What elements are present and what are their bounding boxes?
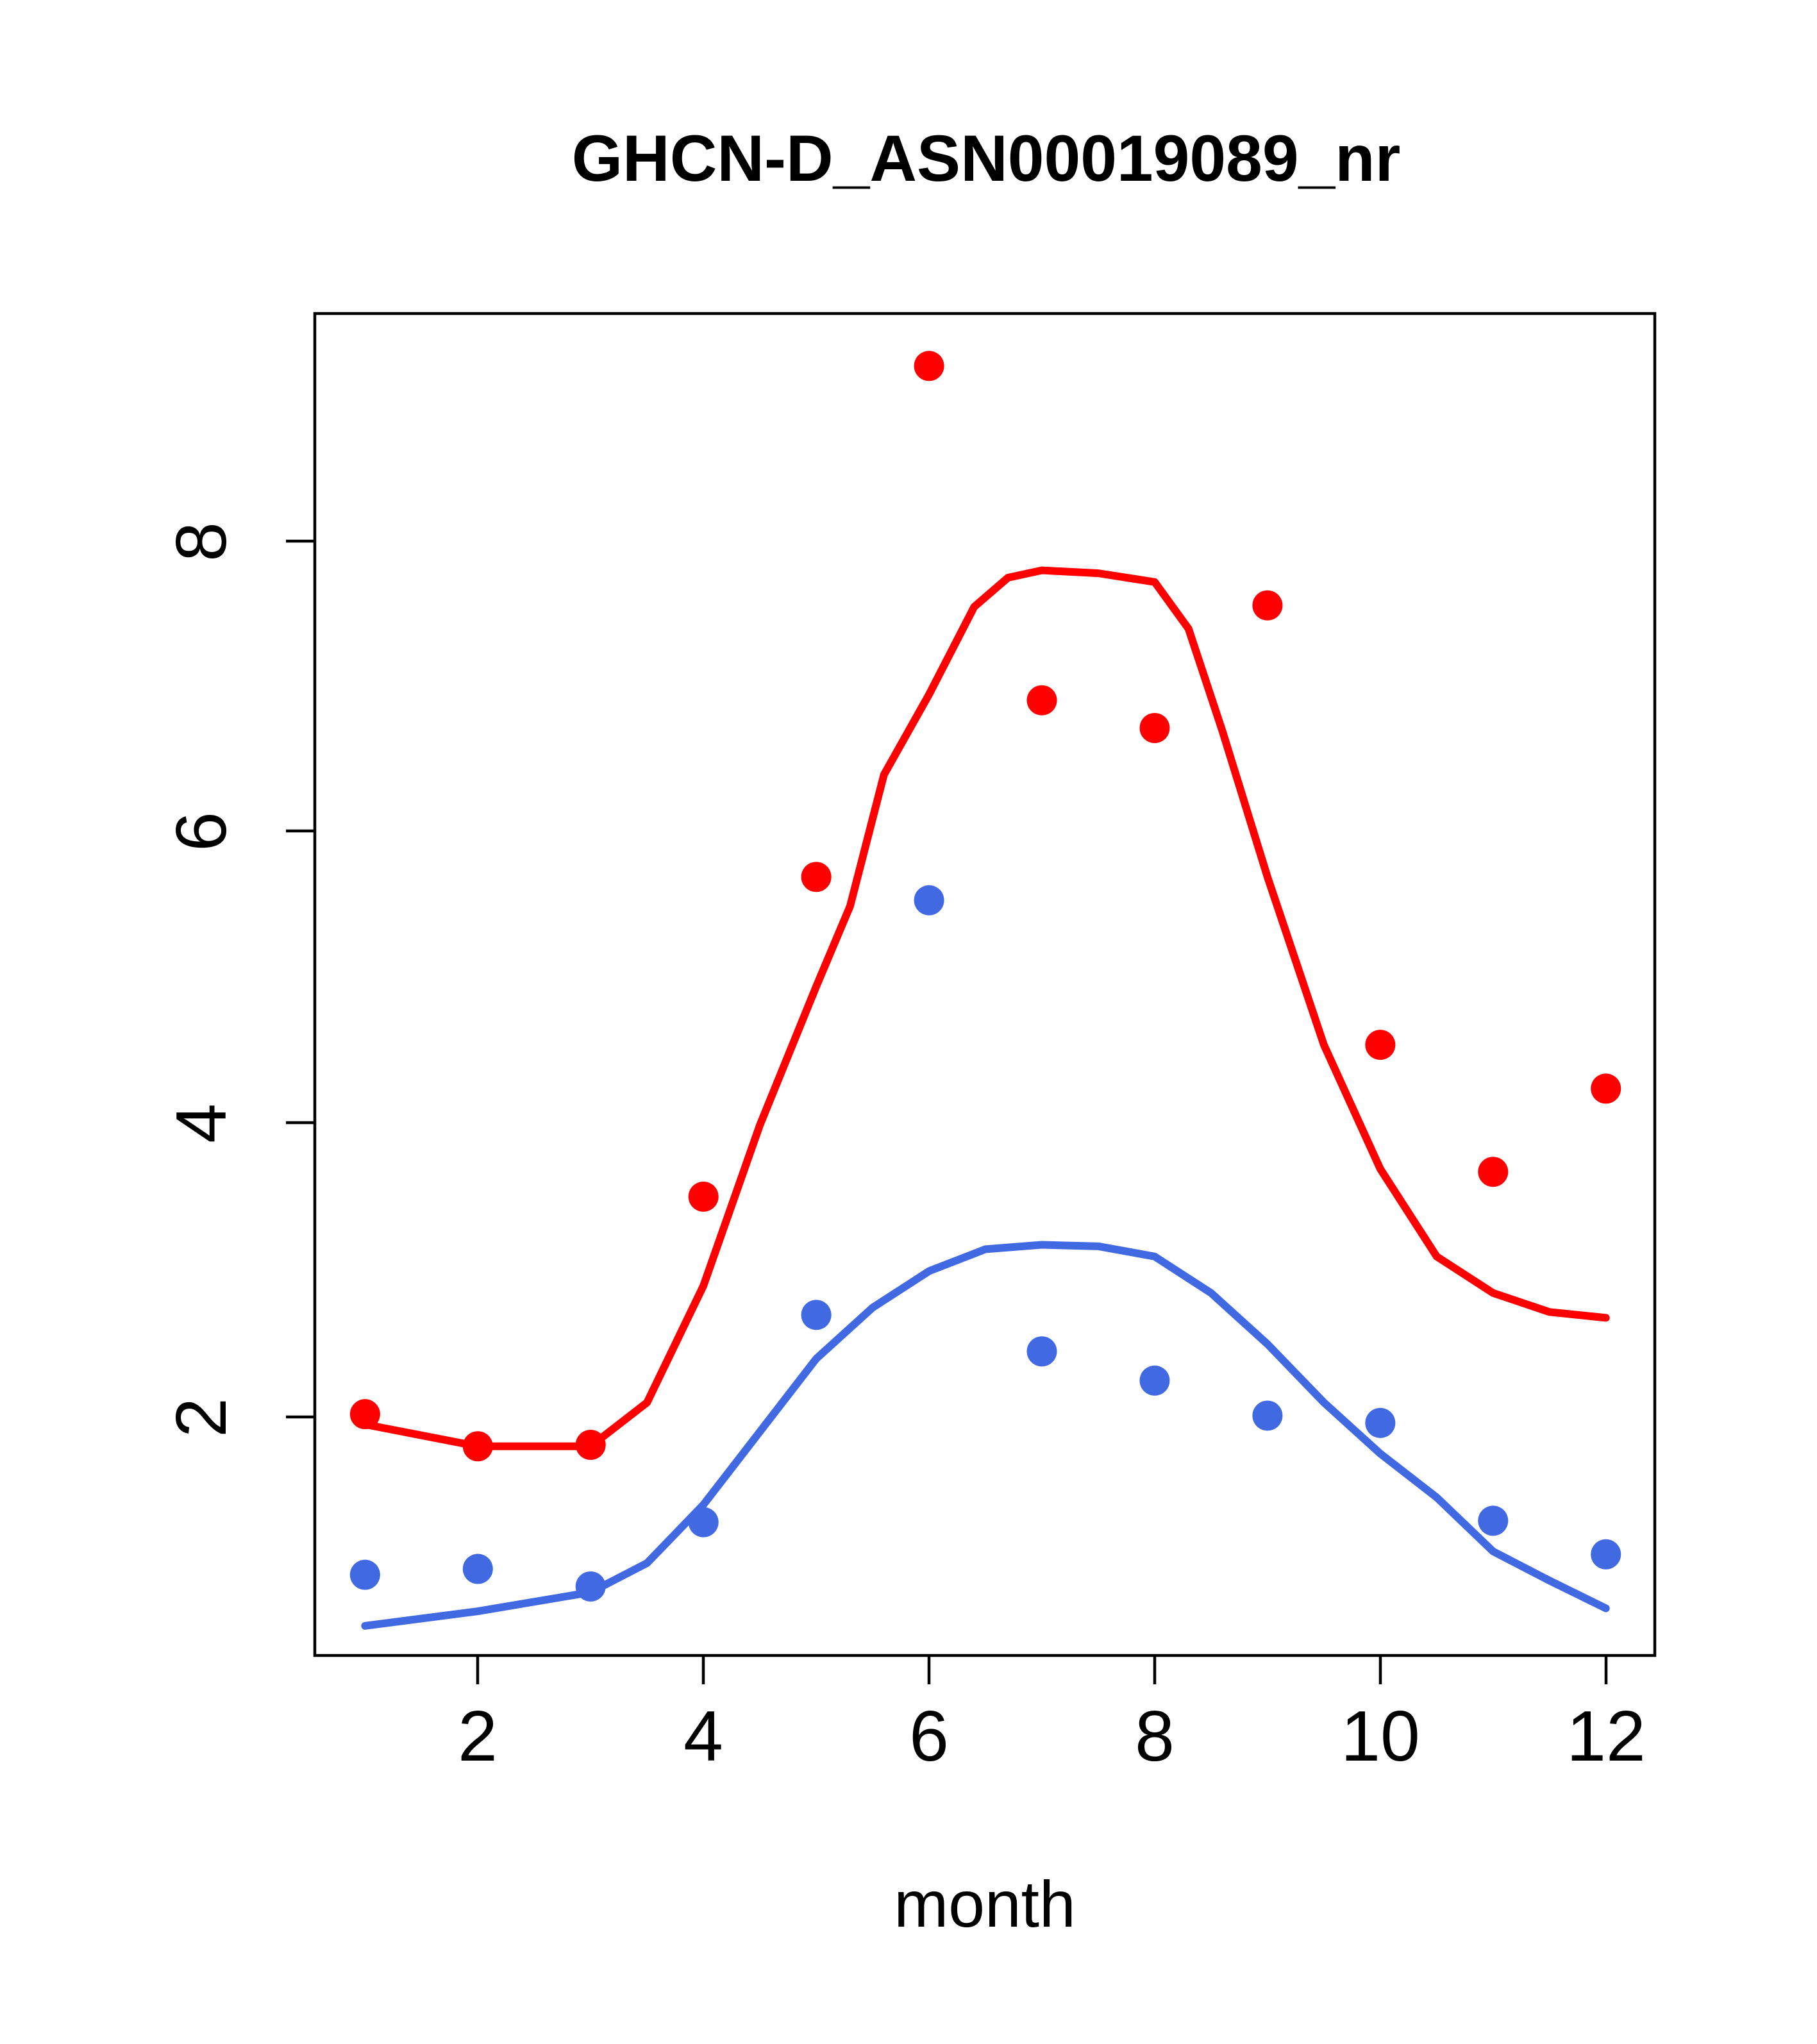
svg-text:month: month: [894, 1868, 1076, 1941]
svg-text:2: 2: [458, 1696, 498, 1776]
svg-text:12: 12: [1566, 1696, 1645, 1776]
svg-text:6: 6: [162, 812, 241, 851]
svg-text:GHCN-D_ASN00019089_nr: GHCN-D_ASN00019089_nr: [572, 122, 1401, 195]
svg-text:6: 6: [909, 1696, 949, 1776]
svg-text:4: 4: [683, 1696, 723, 1776]
svg-text:4: 4: [162, 1103, 241, 1143]
svg-text:8: 8: [1135, 1696, 1175, 1776]
svg-text:2: 2: [162, 1398, 241, 1437]
svg-text:8: 8: [162, 522, 241, 562]
svg-text:10: 10: [1341, 1696, 1419, 1776]
